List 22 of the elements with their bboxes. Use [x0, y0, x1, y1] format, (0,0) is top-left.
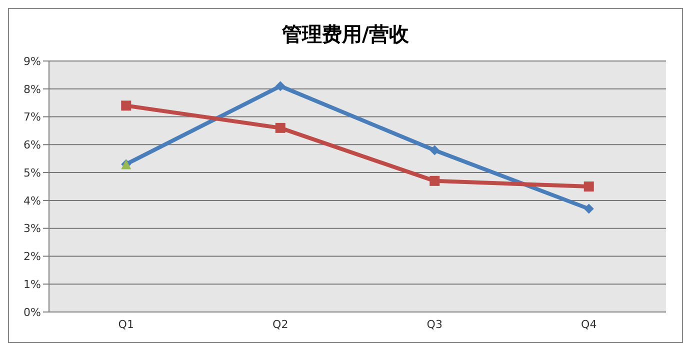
y-tick-label: 6%	[24, 138, 41, 152]
point	[584, 204, 594, 214]
y-tick-label: 2%	[24, 250, 41, 264]
point	[430, 145, 440, 156]
point	[275, 122, 286, 133]
point	[121, 100, 132, 111]
y-tick-label: 5%	[24, 166, 41, 180]
y-tick-label: 7%	[24, 110, 41, 124]
y-tick-label: 8%	[24, 82, 41, 96]
y-tick-label: 3%	[24, 222, 41, 236]
x-tick-label: Q3	[426, 318, 442, 331]
y-tick-label: 9%	[24, 54, 41, 68]
point	[275, 81, 286, 92]
y-tick-label: 0%	[24, 306, 41, 319]
x-tick-label: Q2	[272, 318, 288, 331]
y-tick-label: 1%	[24, 278, 41, 292]
point	[430, 176, 440, 186]
x-tick-label: Q4	[581, 318, 597, 331]
point	[584, 182, 594, 192]
x-tick-label: Q1	[118, 318, 134, 331]
y-tick-label: 4%	[24, 194, 41, 208]
chart-title: 管理费用/营收	[280, 21, 410, 48]
